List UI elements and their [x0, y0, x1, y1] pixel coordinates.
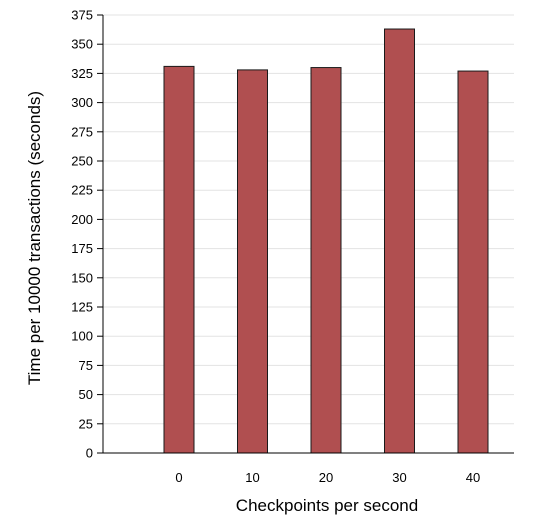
bars — [163, 28, 489, 454]
x-tick-label: 20 — [319, 470, 333, 485]
bar-0 — [163, 65, 195, 454]
y-tick-label: 350 — [71, 37, 93, 52]
axes — [97, 14, 514, 454]
bar-40 — [457, 70, 489, 454]
y-tick-label: 175 — [71, 241, 93, 256]
y-tick-label: 225 — [71, 183, 93, 198]
x-tick-label: 0 — [175, 470, 182, 485]
y-tick-label: 150 — [71, 270, 93, 285]
bar-20 — [310, 67, 342, 454]
y-tick-label: 50 — [79, 387, 93, 402]
x-tick-label: 40 — [466, 470, 480, 485]
bar-30 — [384, 28, 415, 454]
y-tick-label: 300 — [71, 95, 93, 110]
x-axis-title: Checkpoints per second — [236, 496, 418, 515]
y-tick-label: 125 — [71, 300, 93, 315]
y-tick-label: 325 — [71, 66, 93, 81]
y-tick-label: 200 — [71, 212, 93, 227]
x-tick-label: 10 — [245, 470, 259, 485]
y-tick-label: 75 — [79, 358, 93, 373]
y-tick-label: 25 — [79, 416, 93, 431]
y-tick-label: 250 — [71, 154, 93, 169]
y-tick-label: 275 — [71, 124, 93, 139]
bar-10 — [237, 69, 268, 454]
y-tick-label: 100 — [71, 329, 93, 344]
y-axis-title: Time per 10000 transactions (seconds) — [25, 91, 44, 385]
x-tick-label: 30 — [392, 470, 406, 485]
y-tick-label: 375 — [71, 8, 93, 23]
x-tick-labels: 0 10 20 30 40 — [175, 470, 480, 485]
y-tick-label: 0 — [86, 446, 93, 461]
y-tick-labels: 0 25 50 75 100 125 150 175 200 225 250 275 300 325 350… — [71, 8, 93, 461]
